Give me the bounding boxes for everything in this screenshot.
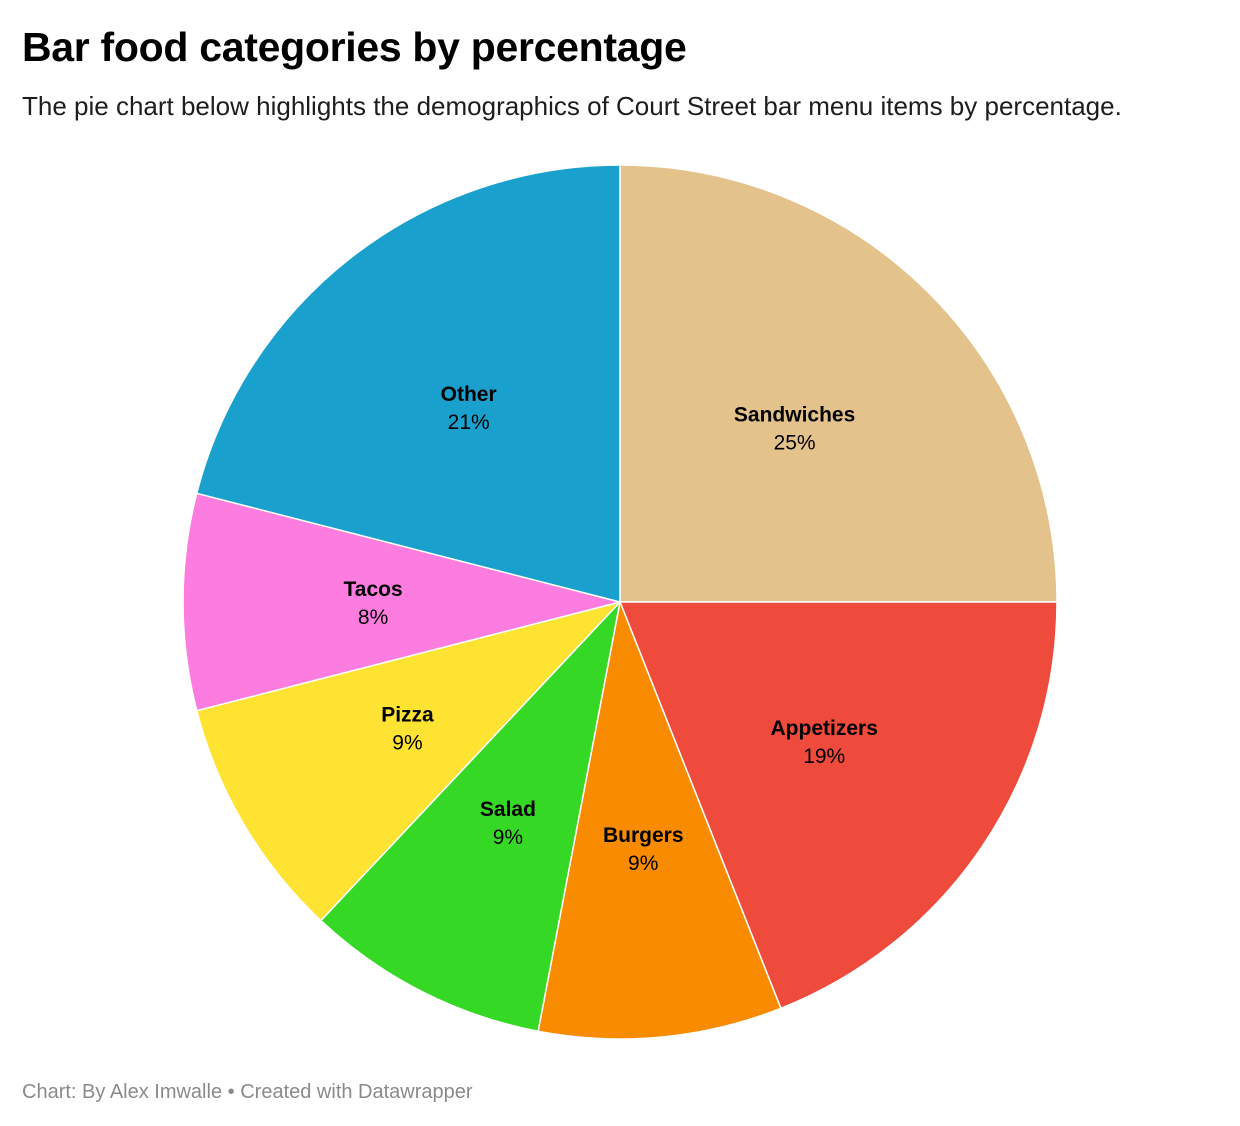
pie-slice-other[interactable]	[195, 164, 621, 603]
pie-slice-pizza[interactable]	[195, 601, 621, 922]
slice-value-other: 21%	[448, 411, 490, 434]
slice-value-sandwiches: 25%	[774, 431, 816, 454]
footer-credit: Chart: By Alex Imwalle	[22, 1081, 223, 1103]
slice-label-tacos: Tacos	[344, 578, 403, 601]
footer-separator: •	[227, 1081, 235, 1103]
chart-subtitle: The pie chart below highlights the demog…	[22, 91, 1122, 121]
pie-slice-burgers[interactable]	[537, 601, 782, 1040]
slice-value-tacos: 8%	[358, 606, 388, 629]
footer-tool-link[interactable]: Created with Datawrapper	[240, 1081, 473, 1103]
pie-slice-appetizers[interactable]	[619, 601, 1058, 1010]
chart-title: Bar food categories by percentage	[22, 24, 687, 70]
pie-labels: Sandwiches 25% Appetizers 19% Burgers 9% Salad…	[344, 383, 878, 875]
pie-slices	[182, 164, 1058, 1040]
slice-label-salad: Salad	[480, 798, 536, 821]
slice-value-burgers: 9%	[628, 852, 658, 875]
slice-value-pizza: 9%	[392, 732, 422, 755]
slice-label-pizza: Pizza	[381, 704, 434, 727]
slice-label-sandwiches: Sandwiches	[734, 403, 855, 426]
pie-slice-tacos[interactable]	[182, 492, 621, 712]
slice-label-appetizers: Appetizers	[771, 717, 878, 740]
slice-value-salad: 9%	[493, 826, 523, 849]
pie-slice-salad[interactable]	[320, 601, 621, 1033]
slice-label-burgers: Burgers	[603, 824, 684, 847]
chart-footer: Chart: By Alex Imwalle • Created with Da…	[22, 1078, 473, 1106]
slice-value-appetizers: 19%	[803, 745, 845, 768]
pie-slice-sandwiches[interactable]	[619, 164, 1058, 603]
slice-label-other: Other	[441, 383, 497, 406]
